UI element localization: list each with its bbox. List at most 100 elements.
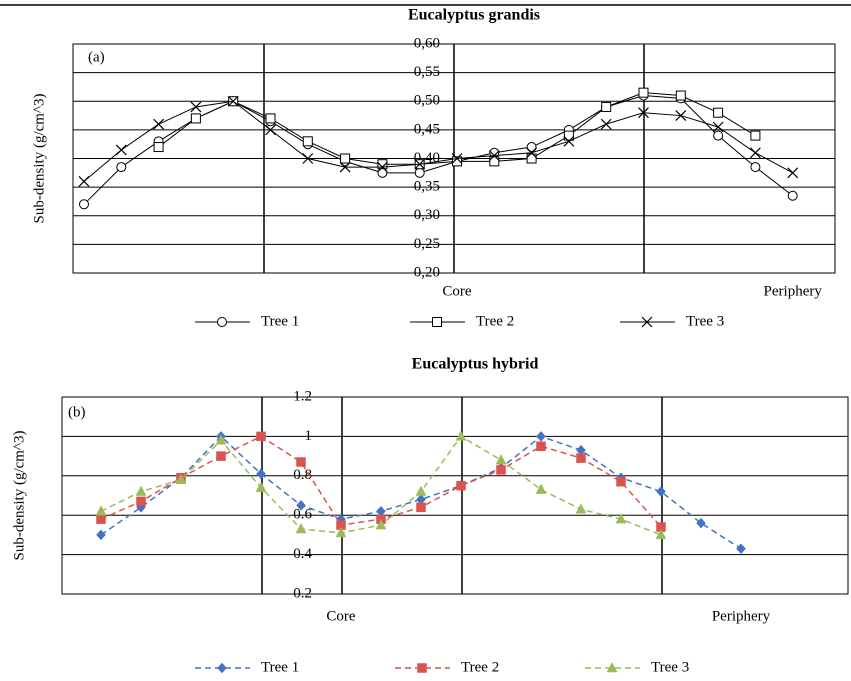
data-point	[78, 175, 90, 187]
chart-title: Eucalyptus grandis	[408, 7, 540, 24]
data-point	[526, 153, 537, 164]
data-point	[136, 496, 146, 507]
data-point	[135, 485, 147, 496]
data-point	[495, 454, 507, 465]
data-point	[526, 142, 537, 153]
x-tick-label: Core	[326, 608, 356, 624]
y-tick-label: 1	[305, 428, 313, 444]
y-tick-label: 0.2	[293, 585, 312, 601]
legend-marker	[641, 316, 653, 328]
legend-label: Tree 1	[261, 313, 299, 329]
data-point	[227, 95, 239, 107]
data-point	[215, 434, 227, 445]
data-point	[749, 147, 761, 159]
data-point	[576, 453, 586, 463]
data-point	[256, 431, 266, 442]
y-tick-label: 0,30	[414, 207, 440, 223]
legend-label: Tree 1	[261, 659, 299, 675]
legend-marker	[417, 663, 427, 673]
data-point	[615, 513, 627, 524]
data-point	[296, 457, 306, 467]
data-point	[600, 118, 612, 130]
legend-marker	[432, 317, 442, 327]
data-point	[153, 142, 164, 153]
panel-label: (b)	[68, 404, 86, 420]
data-point	[496, 465, 506, 475]
data-point	[536, 431, 546, 442]
data-point	[488, 150, 500, 162]
data-point	[575, 503, 587, 514]
data-point	[375, 519, 387, 530]
data-point	[787, 167, 799, 179]
data-point	[190, 101, 202, 113]
y-tick-label: 0,20	[414, 264, 440, 280]
data-point	[335, 526, 347, 538]
data-point	[255, 481, 267, 492]
data-point	[535, 483, 547, 494]
data-point	[638, 87, 649, 98]
x-tick-label: Core	[442, 283, 472, 299]
data-point	[563, 135, 575, 147]
data-point	[451, 153, 463, 164]
series-line	[83, 100, 793, 182]
y-tick-label: 0.6	[293, 507, 312, 523]
data-point	[456, 480, 466, 491]
data-point	[656, 486, 666, 497]
legend-label: Tree 2	[476, 313, 514, 329]
y-axis-title: Sub-density (g/cm^3)	[11, 431, 27, 561]
data-point	[655, 528, 667, 540]
y-tick-label: 0.4	[293, 546, 312, 562]
data-point	[526, 147, 538, 159]
y-tick-label: 0,50	[414, 93, 440, 109]
panel-label: (a)	[88, 49, 105, 65]
data-point	[265, 113, 276, 124]
data-point	[153, 118, 165, 130]
data-point	[414, 167, 425, 178]
legend-marker	[606, 661, 618, 673]
data-point	[455, 430, 467, 441]
series-line	[158, 92, 756, 165]
data-point	[96, 529, 106, 541]
y-axis-title: Sub-density (g/cm^3)	[31, 94, 47, 224]
chart-title: Eucalyptus hybrid	[412, 356, 539, 373]
y-tick-label: 0,55	[414, 64, 440, 80]
data-point	[414, 158, 426, 170]
data-point	[116, 162, 127, 173]
data-point	[489, 156, 500, 167]
data-point	[601, 101, 612, 112]
data-point	[675, 90, 686, 101]
data-point	[377, 159, 388, 170]
data-point	[302, 136, 313, 147]
legend-label: Tree 2	[461, 659, 499, 675]
data-point	[712, 121, 724, 133]
legend-marker	[217, 662, 227, 674]
data-point	[340, 153, 351, 164]
data-point	[638, 107, 649, 119]
data-point	[95, 505, 107, 516]
data-point	[713, 130, 724, 141]
data-point	[175, 473, 187, 484]
data-point	[96, 514, 106, 524]
data-point	[216, 451, 226, 461]
legend-label: Tree 3	[686, 313, 724, 329]
data-point	[696, 517, 706, 529]
y-tick-label: 0,35	[414, 179, 440, 195]
data-point	[536, 441, 546, 451]
y-tick-label: 1.2	[293, 388, 312, 404]
data-point	[295, 522, 307, 534]
data-point	[296, 499, 306, 511]
data-point	[415, 485, 427, 496]
y-tick-label: 0.8	[293, 467, 312, 483]
y-tick-label: 0,25	[414, 236, 440, 252]
data-point	[563, 130, 574, 141]
data-point	[265, 124, 276, 136]
y-tick-label: 0,60	[414, 35, 440, 51]
data-point	[750, 162, 761, 173]
legend-label: Tree 3	[651, 659, 689, 675]
legend-marker	[217, 317, 227, 327]
data-point	[302, 153, 314, 164]
data-point	[736, 543, 746, 555]
x-tick-label: Periphery	[764, 283, 823, 299]
data-point	[713, 107, 724, 118]
